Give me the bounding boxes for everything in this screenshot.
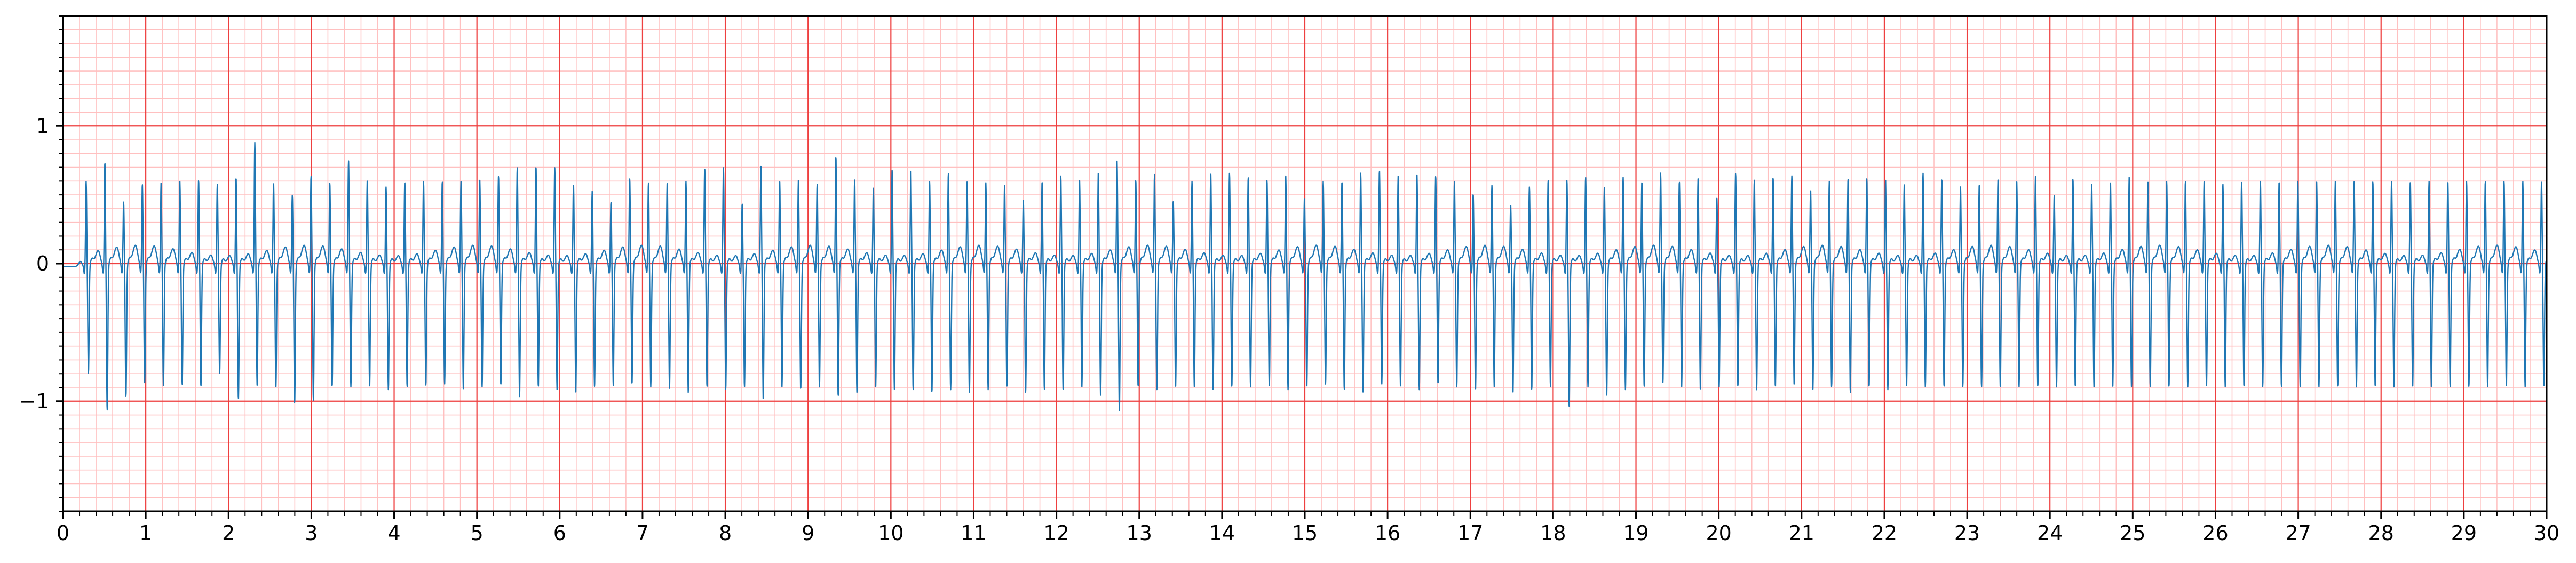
x-tick-label: 6 (553, 521, 566, 545)
x-tick-label: 0 (57, 521, 69, 545)
y-tick-label: 0 (36, 252, 49, 275)
x-tick-label: 30 (2534, 521, 2559, 545)
x-tick-label: 15 (1292, 521, 1318, 545)
x-tick-label: 21 (1789, 521, 1814, 545)
y-tick-label: −1 (19, 390, 49, 413)
x-tick-label: 8 (719, 521, 732, 545)
x-tick-label: 10 (878, 521, 903, 545)
x-tick-label: 1 (139, 521, 152, 545)
x-tick-label: 24 (2037, 521, 2063, 545)
x-tick-label: 25 (2120, 521, 2145, 545)
x-tick-label: 23 (1954, 521, 1980, 545)
x-tick-label: 2 (222, 521, 235, 545)
x-tick-label: 26 (2202, 521, 2228, 545)
x-tick-label: 27 (2285, 521, 2311, 545)
x-tick-label: 18 (1540, 521, 1566, 545)
x-tick-label: 19 (1623, 521, 1648, 545)
x-tick-label: 22 (1872, 521, 1897, 545)
x-tick-label: 7 (636, 521, 649, 545)
x-tick-label: 9 (802, 521, 814, 545)
x-tick-label: 29 (2451, 521, 2477, 545)
x-tick-label: 16 (1375, 521, 1400, 545)
x-tick-label: 14 (1209, 521, 1235, 545)
x-tick-label: 20 (1706, 521, 1731, 545)
x-tick-label: 3 (305, 521, 318, 545)
x-tick-label: 13 (1127, 521, 1152, 545)
y-tick-label: 1 (36, 114, 49, 138)
x-tick-label: 5 (471, 521, 484, 545)
x-tick-label: 28 (2368, 521, 2394, 545)
x-tick-label: 17 (1457, 521, 1483, 545)
x-tick-label: 4 (387, 521, 400, 545)
x-tick-label: 12 (1043, 521, 1069, 545)
x-tick-label: 11 (961, 521, 986, 545)
